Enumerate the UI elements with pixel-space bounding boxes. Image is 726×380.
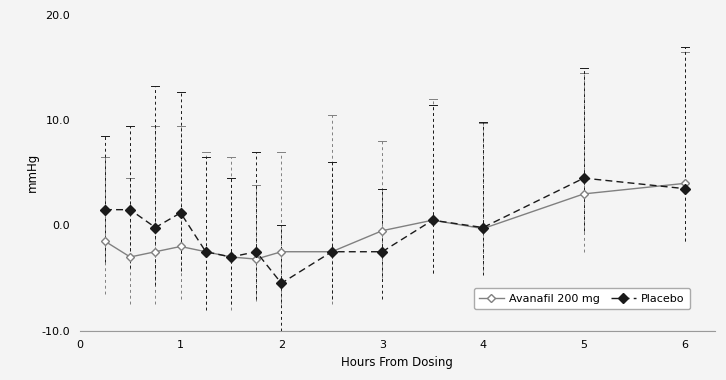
Avanafil 200 mg — [126, 255, 134, 259]
Placebo — [378, 249, 386, 254]
Line: Avanafil 200 mg: Avanafil 200 mg — [102, 180, 688, 262]
Avanafil 200 mg — [478, 226, 487, 231]
Avanafil 200 mg — [680, 181, 689, 186]
Placebo — [327, 249, 336, 254]
Placebo — [101, 207, 110, 212]
Placebo — [151, 225, 160, 230]
Line: Placebo: Placebo — [102, 175, 688, 287]
Avanafil 200 mg — [252, 257, 261, 261]
Avanafil 200 mg — [176, 244, 185, 249]
Avanafil 200 mg — [227, 255, 235, 259]
Placebo — [176, 211, 185, 215]
Avanafil 200 mg — [378, 228, 386, 233]
X-axis label: Hours From Dosing: Hours From Dosing — [341, 356, 453, 369]
Avanafil 200 mg — [101, 239, 110, 244]
Placebo — [478, 225, 487, 230]
Avanafil 200 mg — [327, 249, 336, 254]
Avanafil 200 mg — [428, 218, 437, 222]
Avanafil 200 mg — [201, 249, 210, 254]
Placebo — [126, 207, 134, 212]
Avanafil 200 mg — [277, 249, 286, 254]
Placebo — [579, 176, 588, 180]
Placebo — [201, 249, 210, 254]
Placebo — [227, 255, 235, 259]
Avanafil 200 mg — [151, 249, 160, 254]
Placebo — [680, 186, 689, 191]
Avanafil 200 mg — [579, 192, 588, 196]
Placebo — [252, 249, 261, 254]
Y-axis label: mmHg: mmHg — [25, 153, 38, 193]
Placebo — [428, 218, 437, 222]
Placebo — [277, 281, 286, 285]
Legend: Avanafil 200 mg, Placebo: Avanafil 200 mg, Placebo — [473, 288, 690, 309]
